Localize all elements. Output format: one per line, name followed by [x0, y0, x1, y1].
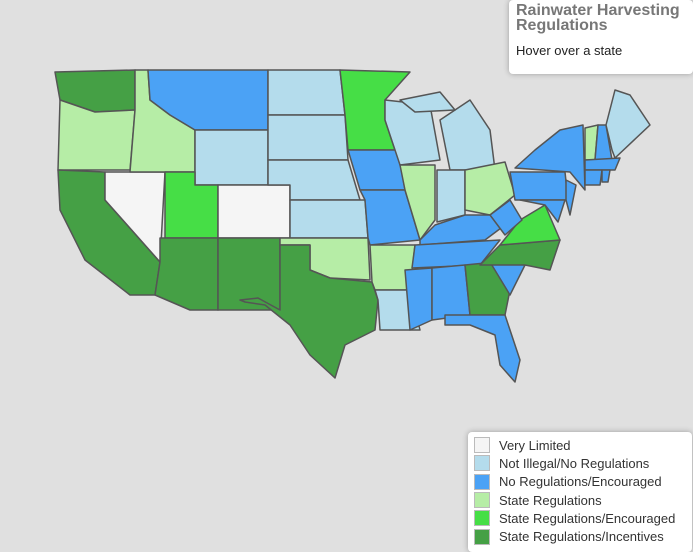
info-box: Rainwater Harvesting Regulations Hover o… [509, 0, 693, 74]
legend-label: State Regulations [499, 492, 602, 508]
legend-swatch [474, 510, 490, 527]
state[interactable] [289, 199, 369, 239]
info-hint: Hover over a state [516, 43, 623, 58]
state[interactable] [479, 239, 561, 271]
state[interactable] [194, 129, 269, 186]
state[interactable] [509, 171, 569, 201]
legend: Very Limited Not Illegal/No Regulations No… [468, 432, 692, 552]
state[interactable] [436, 169, 466, 223]
state[interactable] [267, 114, 349, 161]
legend-label: No Regulations/Encouraged [499, 474, 662, 490]
legend-swatch [474, 473, 490, 490]
state[interactable] [444, 314, 521, 383]
legend-swatch [474, 528, 490, 545]
state[interactable] [267, 69, 346, 116]
state[interactable] [514, 124, 586, 191]
state[interactable] [584, 169, 603, 186]
legend-label: Very Limited [499, 437, 571, 453]
legend-swatch [474, 492, 490, 509]
info-title: Rainwater Harvesting Regulations [516, 2, 680, 34]
legend-swatch [474, 455, 490, 472]
legend-item: State Regulations/Encouraged [474, 509, 686, 527]
state[interactable] [431, 264, 471, 321]
state[interactable] [239, 244, 379, 379]
legend-label: State Regulations/Encouraged [499, 510, 676, 526]
state[interactable] [399, 91, 456, 113]
legend-label: Not Illegal/No Regulations [499, 455, 650, 471]
state[interactable] [489, 199, 523, 236]
state[interactable] [605, 89, 651, 159]
state[interactable] [519, 199, 566, 223]
legend-item: Not Illegal/No Regulations [474, 454, 686, 472]
legend-item: State Regulations/Incentives [474, 527, 686, 545]
state[interactable] [217, 184, 291, 239]
legend-swatch [474, 437, 490, 454]
legend-item: Very Limited [474, 436, 686, 454]
legend-item: No Regulations/Encouraged [474, 473, 686, 491]
legend-label: State Regulations/Incentives [499, 529, 664, 545]
state[interactable] [565, 179, 577, 216]
legend-item: State Regulations [474, 491, 686, 509]
state[interactable] [404, 267, 433, 331]
state[interactable] [439, 99, 496, 171]
state[interactable] [399, 164, 436, 241]
state[interactable] [584, 157, 621, 171]
state[interactable] [154, 237, 219, 311]
state[interactable] [601, 169, 611, 183]
